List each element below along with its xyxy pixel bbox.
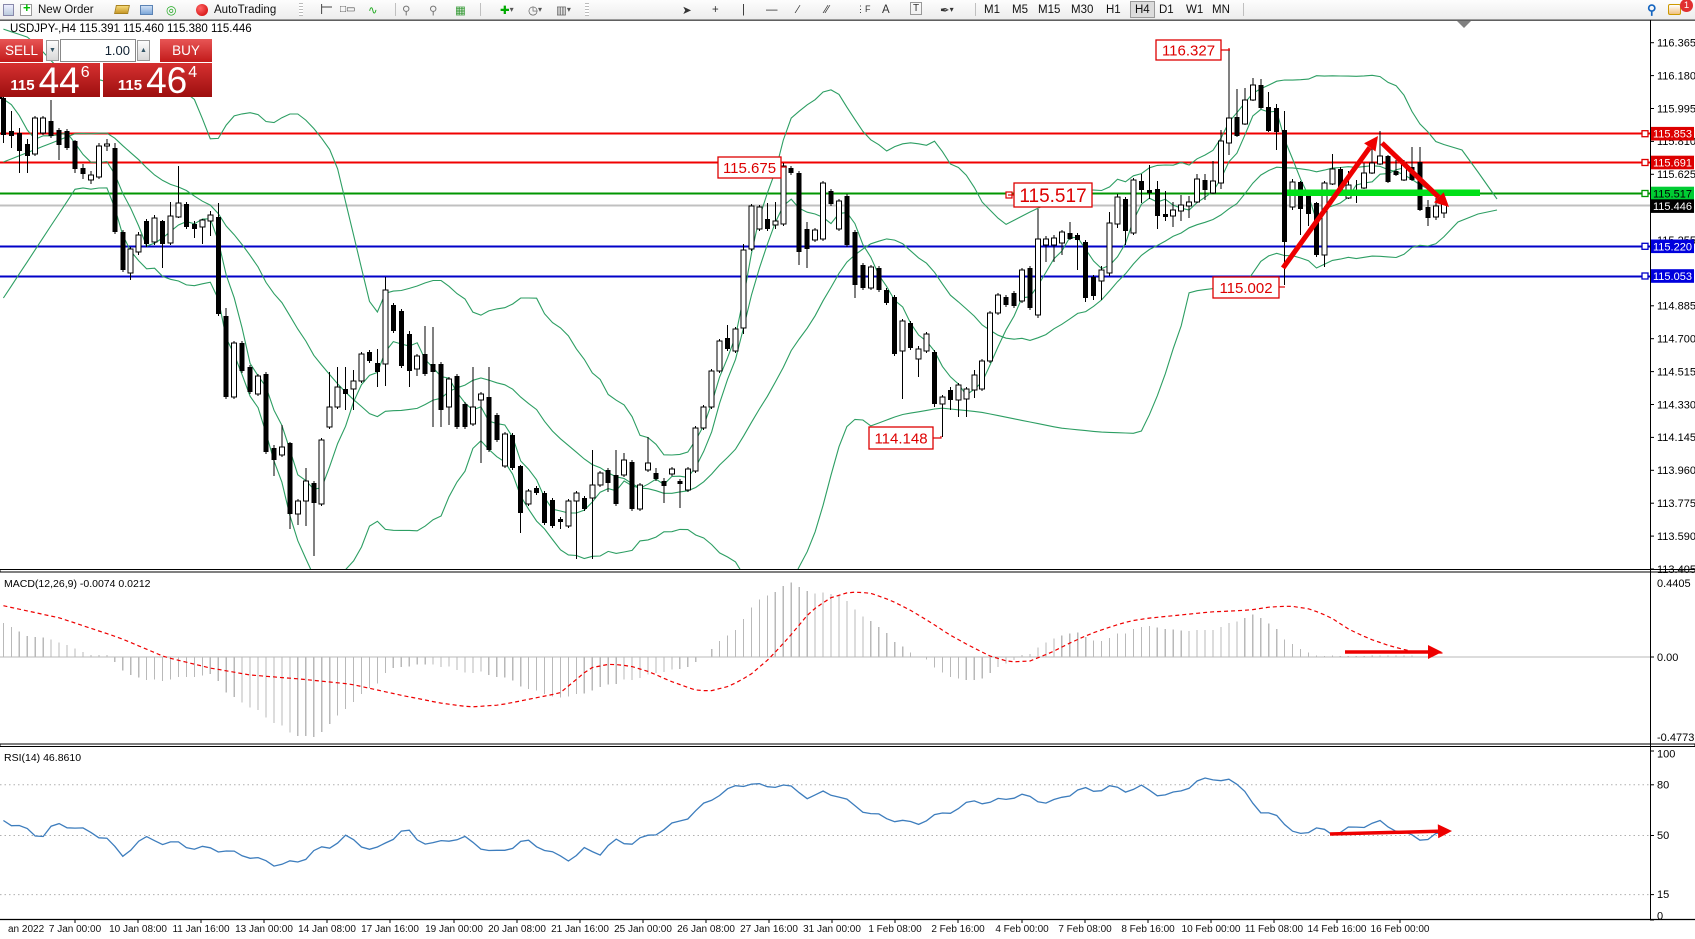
svg-text:113.960: 113.960 — [1657, 465, 1695, 477]
svg-text:1 Feb 08:00: 1 Feb 08:00 — [868, 924, 922, 935]
svg-text:115.517: 115.517 — [1019, 186, 1086, 207]
svg-text:14 Feb 16:00: 14 Feb 16:00 — [1308, 924, 1367, 935]
svg-text:31 Jan 00:00: 31 Jan 00:00 — [803, 924, 861, 935]
svg-text:113.775: 113.775 — [1657, 498, 1695, 510]
svg-text:115.675: 115.675 — [723, 160, 776, 177]
svg-text:116.180: 116.180 — [1657, 70, 1695, 82]
svg-text:16 Feb 00:00: 16 Feb 00:00 — [1371, 924, 1430, 935]
svg-text:13 Jan 00:00: 13 Jan 00:00 — [235, 924, 293, 935]
svg-text:116.327: 116.327 — [1162, 42, 1215, 59]
svg-text:11 Jan 16:00: 11 Jan 16:00 — [172, 924, 230, 935]
svg-text:114.515: 114.515 — [1657, 366, 1695, 378]
svg-text:RSI(14) 46.8610: RSI(14) 46.8610 — [4, 752, 81, 764]
svg-text:17 Jan 16:00: 17 Jan 16:00 — [361, 924, 419, 935]
svg-text:115.691: 115.691 — [1653, 158, 1692, 170]
svg-text:0: 0 — [1657, 911, 1663, 923]
svg-text:15: 15 — [1657, 889, 1669, 901]
svg-text:-0.4773: -0.4773 — [1657, 732, 1694, 744]
svg-text:114.885: 114.885 — [1657, 301, 1695, 313]
svg-text:116.365: 116.365 — [1657, 38, 1695, 50]
svg-text:115.995: 115.995 — [1657, 103, 1695, 115]
svg-text:MACD(12,26,9) -0.0074 0.0212: MACD(12,26,9) -0.0074 0.0212 — [4, 578, 151, 590]
svg-text:115.517: 115.517 — [1653, 189, 1692, 201]
svg-text:21 Jan 16:00: 21 Jan 16:00 — [551, 924, 609, 935]
svg-text:25 Jan 00:00: 25 Jan 00:00 — [614, 924, 672, 935]
svg-text:115.446: 115.446 — [1653, 201, 1692, 213]
svg-text:115.625: 115.625 — [1657, 169, 1695, 181]
svg-text:USDJPY-,H4 115.391 115.460 11: USDJPY-,H4 115.391 115.460 115.380 115.4… — [10, 23, 252, 35]
svg-text:115.002: 115.002 — [1219, 280, 1272, 297]
svg-text:4 Feb 00:00: 4 Feb 00:00 — [995, 924, 1049, 935]
svg-text:50: 50 — [1657, 830, 1669, 842]
svg-text:2 Feb 16:00: 2 Feb 16:00 — [931, 924, 985, 935]
svg-text:113.405: 113.405 — [1657, 564, 1695, 576]
svg-text:114.148: 114.148 — [874, 430, 927, 447]
svg-text:an 2022: an 2022 — [8, 924, 45, 935]
svg-text:114.330: 114.330 — [1657, 399, 1695, 411]
svg-text:14 Jan 08:00: 14 Jan 08:00 — [298, 924, 356, 935]
svg-text:115.053: 115.053 — [1653, 271, 1692, 283]
svg-text:8 Feb 16:00: 8 Feb 16:00 — [1121, 924, 1175, 935]
svg-text:100: 100 — [1657, 749, 1675, 761]
svg-text:0.00: 0.00 — [1657, 652, 1678, 664]
svg-text:113.590: 113.590 — [1657, 531, 1695, 543]
svg-text:115.220: 115.220 — [1653, 241, 1692, 253]
svg-text:11 Feb 08:00: 11 Feb 08:00 — [1245, 924, 1304, 935]
svg-text:10 Jan 08:00: 10 Jan 08:00 — [109, 924, 167, 935]
svg-text:26 Jan 08:00: 26 Jan 08:00 — [677, 924, 735, 935]
svg-text:20 Jan 08:00: 20 Jan 08:00 — [488, 924, 546, 935]
svg-text:80: 80 — [1657, 779, 1669, 791]
svg-text:114.700: 114.700 — [1657, 334, 1695, 346]
svg-text:7 Feb 08:00: 7 Feb 08:00 — [1058, 924, 1112, 935]
svg-text:7 Jan 00:00: 7 Jan 00:00 — [49, 924, 102, 935]
svg-text:27 Jan 16:00: 27 Jan 16:00 — [740, 924, 798, 935]
svg-text:115.853: 115.853 — [1653, 129, 1692, 141]
svg-text:10 Feb 00:00: 10 Feb 00:00 — [1182, 924, 1241, 935]
svg-text:0.4405: 0.4405 — [1657, 578, 1691, 590]
svg-text:19 Jan 00:00: 19 Jan 00:00 — [425, 924, 483, 935]
svg-text:114.145: 114.145 — [1657, 432, 1695, 444]
